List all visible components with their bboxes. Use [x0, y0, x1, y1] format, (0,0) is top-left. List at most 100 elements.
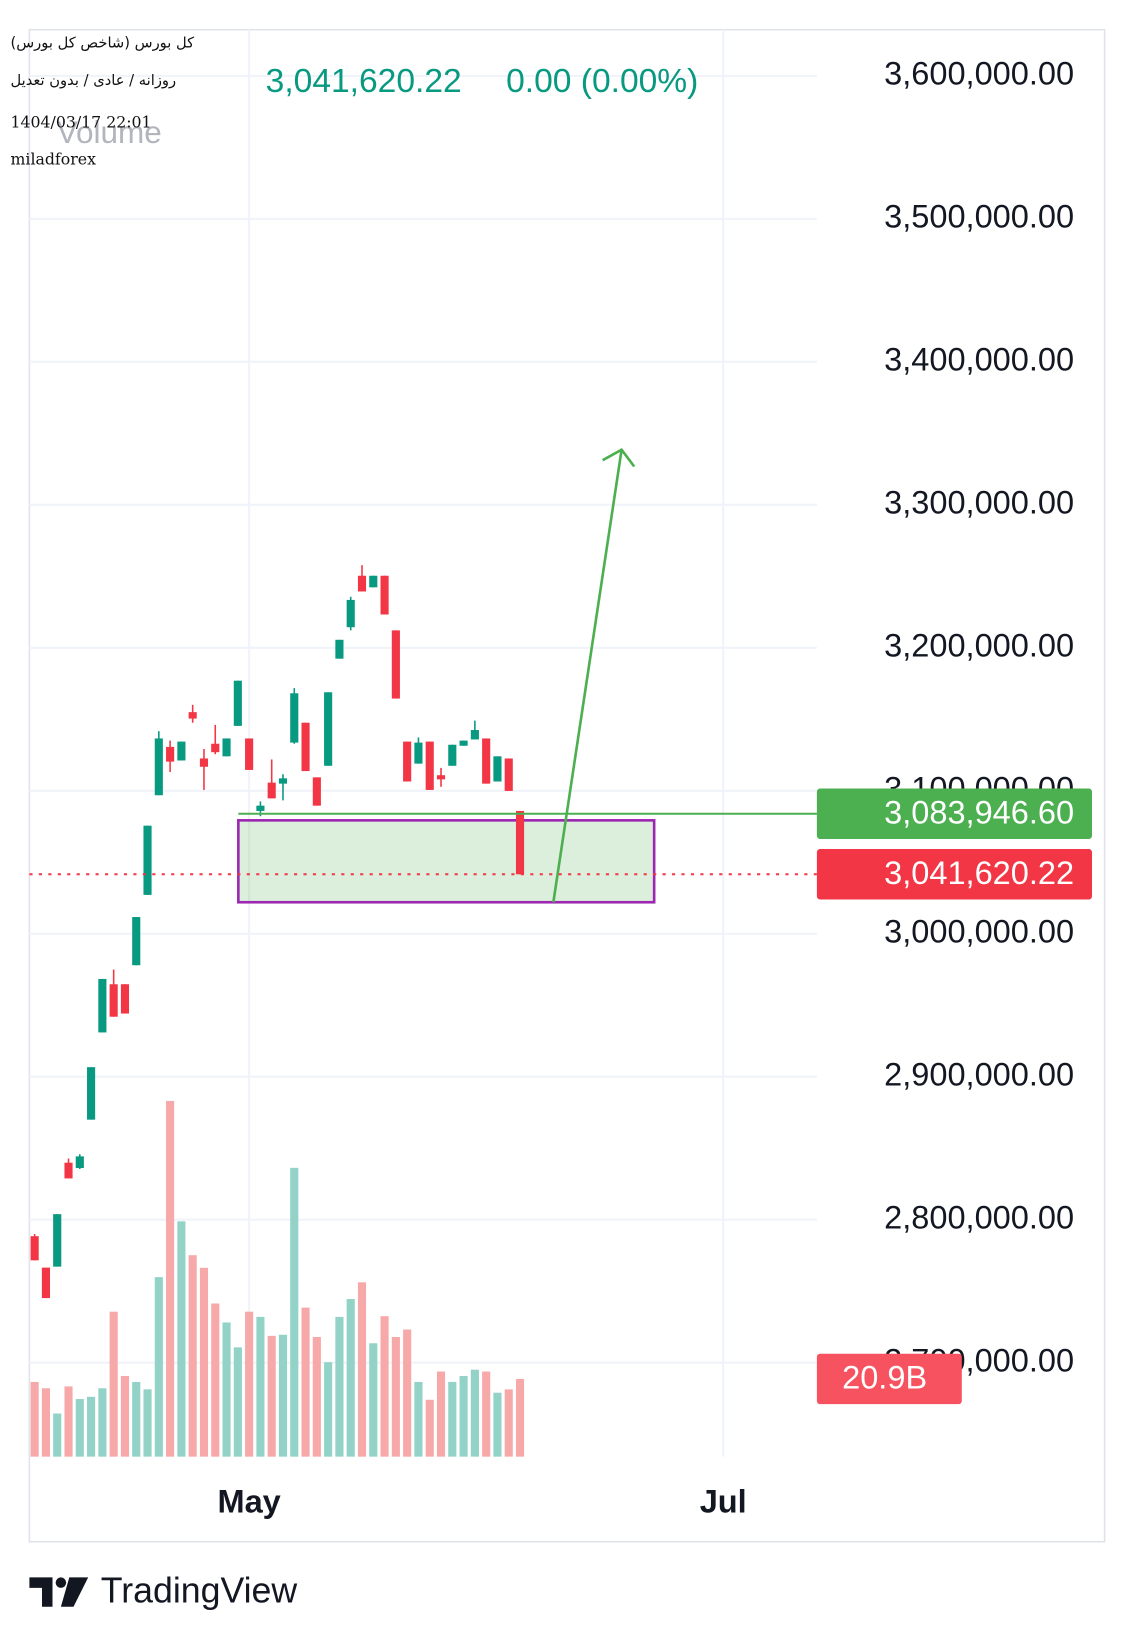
volume-bar — [493, 1392, 502, 1457]
candle-body — [504, 758, 513, 791]
volume-bar — [482, 1371, 491, 1457]
volume-bar — [188, 1255, 197, 1457]
logo-mark — [60, 1577, 89, 1607]
logo-mark — [55, 1577, 67, 1588]
volume-bar — [30, 1381, 39, 1457]
candle-body — [515, 810, 525, 875]
candle-body — [245, 738, 254, 770]
candle-body — [120, 984, 130, 1014]
candle-body — [312, 777, 321, 806]
volume-bar — [64, 1386, 73, 1457]
price-badge — [816, 849, 1092, 900]
candle-body — [75, 1156, 84, 1168]
volume-bar — [267, 1335, 276, 1457]
y-tick-label: 3,400,000.00 — [884, 341, 1074, 377]
volume-bar — [154, 1277, 163, 1457]
volume-bar — [222, 1322, 231, 1457]
volume-bar — [504, 1389, 513, 1457]
candle-body — [132, 917, 141, 966]
candle-body — [278, 778, 288, 784]
candle-body — [211, 743, 220, 753]
frame — [28, 28, 1106, 1543]
candle-body — [482, 738, 491, 784]
volume-bar — [120, 1375, 130, 1457]
logo: TradingView — [29, 1571, 297, 1611]
candle-body — [199, 758, 209, 767]
volume-bar — [53, 1413, 62, 1457]
volume-bar — [143, 1389, 152, 1457]
candle-body — [166, 746, 175, 762]
volume-bar — [109, 1311, 118, 1457]
volume-bar — [301, 1307, 310, 1457]
volume-bar — [312, 1336, 321, 1457]
candle-body — [324, 692, 333, 766]
candles — [30, 565, 525, 1299]
candle-body — [493, 756, 502, 782]
candle-body — [380, 575, 389, 615]
y-tick-label: 3,000,000.00 — [884, 913, 1074, 949]
candle-body — [301, 722, 310, 772]
volume-bar — [290, 1167, 299, 1457]
volume-bar — [369, 1343, 378, 1457]
volume-bar — [245, 1311, 254, 1457]
volume-bar — [211, 1303, 220, 1457]
candle-body — [30, 1236, 39, 1261]
volume-bar — [324, 1362, 333, 1457]
candle-body — [256, 805, 265, 811]
price-lines — [29, 812, 817, 876]
arrow-head — [602, 447, 636, 468]
candle-body — [290, 693, 299, 743]
candle-body — [369, 575, 378, 588]
legend-change: 0.00 (0.00%) — [506, 63, 698, 100]
candle-body — [188, 712, 197, 719]
price-badge — [816, 788, 1092, 839]
y-tick-label: 3,300,000.00 — [884, 484, 1074, 520]
candle-body — [143, 825, 152, 895]
candle-body — [470, 730, 479, 740]
volume-bar — [403, 1329, 412, 1457]
volume-bar — [414, 1381, 423, 1457]
volume-bar — [436, 1371, 446, 1457]
drawings — [237, 447, 656, 904]
volume-bar — [448, 1381, 457, 1457]
volume-bar — [346, 1299, 355, 1457]
x-tick-label: Jul — [700, 1483, 747, 1519]
volume-bar — [470, 1369, 479, 1457]
volume-bar — [41, 1388, 51, 1457]
volume-bar — [391, 1336, 400, 1457]
y-tick-label: 3,600,000.00 — [884, 55, 1074, 91]
volume-bar — [357, 1282, 367, 1457]
overlay-line: کل بورس (شاخص کل بورس) — [11, 34, 195, 51]
y-tick-label: 2,900,000.00 — [884, 1056, 1074, 1092]
price-badge-label: 3,083,946.60 — [884, 794, 1074, 830]
volume-bar — [87, 1396, 96, 1457]
rectangle-drawing — [237, 819, 656, 904]
candle-body — [391, 630, 400, 699]
candle-body — [53, 1214, 62, 1267]
volume-title: Volume — [57, 114, 162, 150]
candle-body — [357, 575, 367, 592]
price-badge-label: 3,041,620.22 — [884, 855, 1074, 891]
y-tick-label: 2,800,000.00 — [884, 1199, 1074, 1235]
volume-pane — [30, 1100, 525, 1457]
candle-body — [64, 1162, 73, 1179]
volume-bar — [98, 1388, 107, 1457]
volume-bar — [515, 1378, 525, 1457]
volume-bar — [459, 1375, 468, 1457]
candle-body — [98, 978, 107, 1033]
volume-bar — [177, 1221, 186, 1457]
candle-body — [436, 775, 446, 780]
candle-body — [425, 741, 434, 790]
y-tick-label: 3,200,000.00 — [884, 627, 1074, 663]
candle-body — [233, 680, 242, 726]
volume-bar — [425, 1399, 434, 1457]
volume-bar — [199, 1267, 209, 1457]
arrow-line — [552, 449, 623, 903]
legend-price: 3,041,620.22 — [266, 63, 462, 100]
volume-bar — [256, 1316, 265, 1457]
axis: 2,700,000.002,800,000.002,900,000.003,00… — [217, 55, 1092, 1519]
y-tick-label: 3,500,000.00 — [884, 198, 1074, 234]
volume-badge-label: 20.9B — [842, 1360, 927, 1396]
volume-bar — [233, 1347, 242, 1457]
